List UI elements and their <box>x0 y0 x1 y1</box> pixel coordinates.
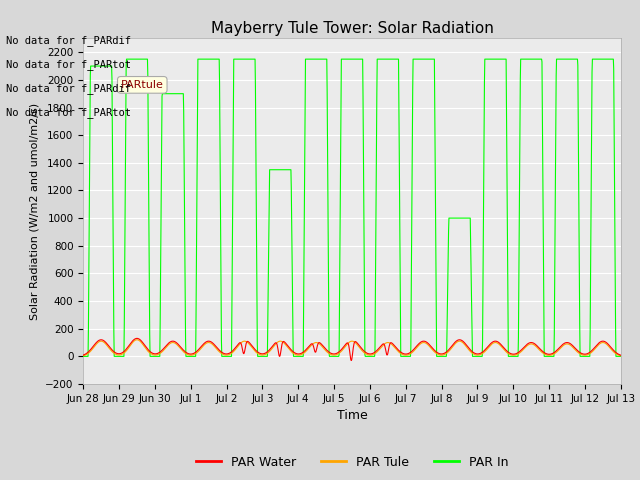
Title: Mayberry Tule Tower: Solar Radiation: Mayberry Tule Tower: Solar Radiation <box>211 21 493 36</box>
Y-axis label: Solar Radiation (W/m2 and umol/m2/s): Solar Radiation (W/m2 and umol/m2/s) <box>29 103 40 320</box>
Text: No data for f_PARdif: No data for f_PARdif <box>6 83 131 94</box>
X-axis label: Time: Time <box>337 409 367 422</box>
Text: No data for f_PARtot: No data for f_PARtot <box>6 59 131 70</box>
Text: No data for f_PARdif: No data for f_PARdif <box>6 35 131 46</box>
Text: No data for f_PARtot: No data for f_PARtot <box>6 107 131 118</box>
Text: PARtule: PARtule <box>121 80 164 90</box>
Legend: PAR Water, PAR Tule, PAR In: PAR Water, PAR Tule, PAR In <box>191 451 513 474</box>
